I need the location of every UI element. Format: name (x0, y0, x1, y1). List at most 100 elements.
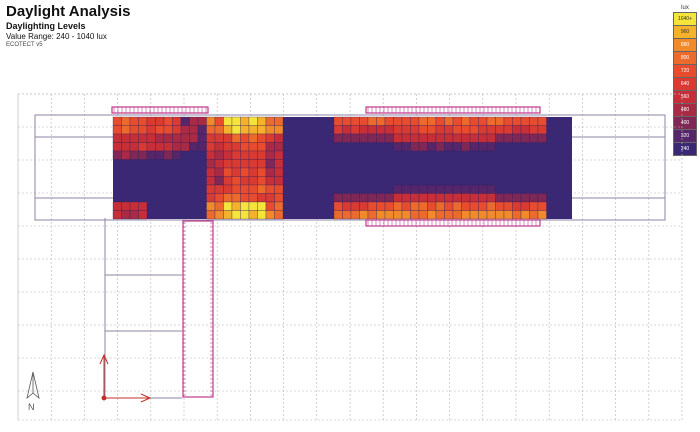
heatmap-cell (155, 125, 165, 135)
heatmap-cell (435, 201, 445, 211)
window-mullions (113, 107, 537, 396)
heatmap-cell (350, 133, 360, 143)
heatmap-cell (231, 184, 241, 194)
heatmap-cell (444, 125, 454, 135)
heatmap-cell (112, 142, 122, 152)
heatmap-cell (206, 133, 216, 143)
heatmap-cell (121, 133, 131, 143)
heatmap-cell (435, 184, 445, 194)
heatmap-cell (444, 133, 454, 143)
window-north-west (111, 106, 209, 114)
heatmap-cell (393, 116, 403, 126)
heatmap-cell (231, 210, 241, 220)
heatmap-cell (435, 193, 445, 203)
heatmap-cell (274, 193, 284, 203)
legend-swatch: 240 (673, 142, 697, 156)
heatmap-cell (512, 193, 522, 203)
heatmap-cell (265, 116, 275, 126)
heatmap-cell (274, 201, 284, 211)
heatmap-cell (257, 159, 267, 169)
heatmap-cell (469, 184, 479, 194)
heatmap-cell (248, 193, 258, 203)
heatmap-cell (520, 133, 530, 143)
heatmap-cell (240, 184, 250, 194)
heatmap-cell (486, 184, 496, 194)
heatmap-cell (342, 210, 352, 220)
heatmap-cell (146, 142, 156, 152)
heatmap-cell (274, 142, 284, 152)
heatmap-cell (495, 116, 505, 126)
heatmap-cell (410, 125, 420, 135)
heatmap-cell (257, 167, 267, 177)
heatmap-cell (206, 210, 216, 220)
north-arrow-icon (26, 371, 40, 400)
heatmap-cell (503, 125, 513, 135)
heatmap-cell (333, 133, 343, 143)
legend-unit: lux (681, 5, 689, 11)
heatmap-cell (537, 133, 547, 143)
heatmap-cell (444, 201, 454, 211)
heatmap-cell (452, 184, 462, 194)
heatmap-cell (452, 125, 462, 135)
heatmap-cell (129, 116, 139, 126)
heatmap-cell (418, 201, 428, 211)
heatmap-cell (214, 176, 224, 186)
heatmap-cell (231, 176, 241, 186)
heatmap-cell (223, 201, 233, 211)
heatmap-cell (520, 116, 530, 126)
heatmap-cell (537, 116, 547, 126)
heatmap-cell (384, 133, 394, 143)
heatmap-cell (248, 116, 258, 126)
heatmap-cell (435, 142, 445, 152)
heatmap-cell (401, 133, 411, 143)
heatmap-cell (257, 176, 267, 186)
heatmap-cell (129, 133, 139, 143)
heatmap-cell (410, 193, 420, 203)
heatmap-cell (452, 133, 462, 143)
heatmap-cell (486, 210, 496, 220)
heatmap-cell (248, 210, 258, 220)
heatmap-cell (189, 116, 199, 126)
heatmap-cell (223, 159, 233, 169)
heatmap-cell (537, 193, 547, 203)
heatmap-cell (444, 184, 454, 194)
heatmap-cell (163, 116, 173, 126)
heatmap-cell (359, 210, 369, 220)
heatmap-cell (410, 184, 420, 194)
heatmap-cell (129, 125, 139, 135)
heatmap-cell (274, 176, 284, 186)
heatmap-cell (248, 142, 258, 152)
heatmap-cell (265, 201, 275, 211)
heatmap-cell (537, 125, 547, 135)
heatmap-cell (180, 142, 190, 152)
heatmap-cell (529, 193, 539, 203)
heatmap-cell (146, 150, 156, 160)
heatmap-cell (333, 210, 343, 220)
heatmap-cell (359, 193, 369, 203)
heatmap-cell (512, 116, 522, 126)
heatmap-cell (172, 150, 182, 160)
heatmap-cell (461, 210, 471, 220)
heatmap-cell (155, 142, 165, 152)
heatmap-cell (376, 133, 386, 143)
heatmap-cell (537, 201, 547, 211)
heatmap-cell (240, 167, 250, 177)
heatmap-cell (410, 210, 420, 220)
x-axis-arrow (140, 393, 152, 403)
heatmap-cell (248, 176, 258, 186)
heatmap-cell (410, 133, 420, 143)
heatmap-cell (248, 125, 258, 135)
heatmap-cell (223, 176, 233, 186)
heatmap-cell (427, 133, 437, 143)
heatmap-cell (197, 116, 207, 126)
heatmap-cell (112, 150, 122, 160)
software-note: ECOTECT v5 (6, 42, 43, 48)
heatmap-cell (112, 133, 122, 143)
heatmap-cell (206, 150, 216, 160)
heatmap-cell (469, 116, 479, 126)
heatmap-cell (197, 125, 207, 135)
heatmap-cell (240, 133, 250, 143)
heatmap-cell (495, 125, 505, 135)
heatmap-cell (486, 125, 496, 135)
